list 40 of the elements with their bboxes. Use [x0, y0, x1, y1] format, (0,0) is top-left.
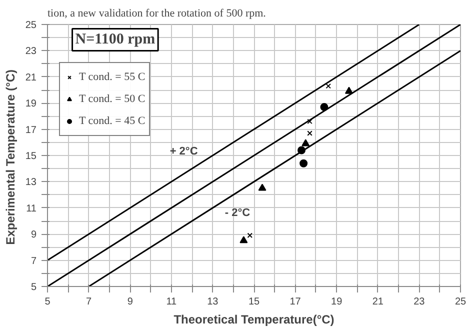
y-tick-label: 25 — [25, 20, 37, 31]
x-tick-label: 19 — [331, 296, 343, 308]
annotation: + 2°C — [170, 146, 198, 158]
x-tick-label: 9 — [127, 296, 134, 308]
y-tick-label: 9 — [30, 230, 37, 241]
annotation: - 2°C — [224, 207, 250, 220]
point — [300, 159, 308, 168]
y-tick-label: 19 — [25, 98, 37, 110]
y-tick-label: 7 — [30, 256, 37, 267]
x-tick-label: 23 — [414, 296, 426, 308]
x-tick-label: 17 — [290, 296, 302, 308]
x-tick-label: 21 — [372, 296, 384, 308]
text: tion, a new validation for the rotation of 500 rpm. — [48, 8, 266, 20]
x-tick-label: 25 — [454, 296, 466, 308]
x-tick-label: 7 — [86, 296, 92, 308]
legend-label: T cond. = 55 C — [79, 71, 146, 83]
point — [258, 184, 266, 191]
x-axis-title: Theoretical Temperature(°C) — [174, 312, 334, 326]
point — [307, 130, 312, 136]
y-tick-label: 11 — [26, 203, 37, 214]
text: N=1100 rpm — [75, 32, 156, 48]
x-tick-label: 11 — [166, 296, 178, 308]
point — [240, 236, 248, 244]
point — [247, 232, 252, 238]
point — [326, 83, 331, 89]
y-tick-label: 23 — [25, 46, 37, 58]
point — [344, 86, 353, 94]
y-tick-label: 13 — [25, 177, 37, 188]
point — [302, 139, 310, 146]
point — [307, 118, 312, 124]
x-tick-label: 15 — [248, 296, 260, 308]
x-tick-label: 5 — [44, 296, 51, 308]
legend-label: T cond. = 50 C — [79, 93, 146, 105]
y-tick-label: 17 — [25, 124, 37, 136]
y-tick-label: 5 — [30, 282, 37, 293]
legend-label: T cond. = 45 C — [79, 115, 146, 127]
y-tick-label: 21 — [25, 72, 37, 84]
x-tick-label: 13 — [207, 296, 219, 308]
y-axis-title: Experimental Temperature (°C) — [3, 70, 18, 245]
y-tick-label: 15 — [25, 151, 37, 162]
